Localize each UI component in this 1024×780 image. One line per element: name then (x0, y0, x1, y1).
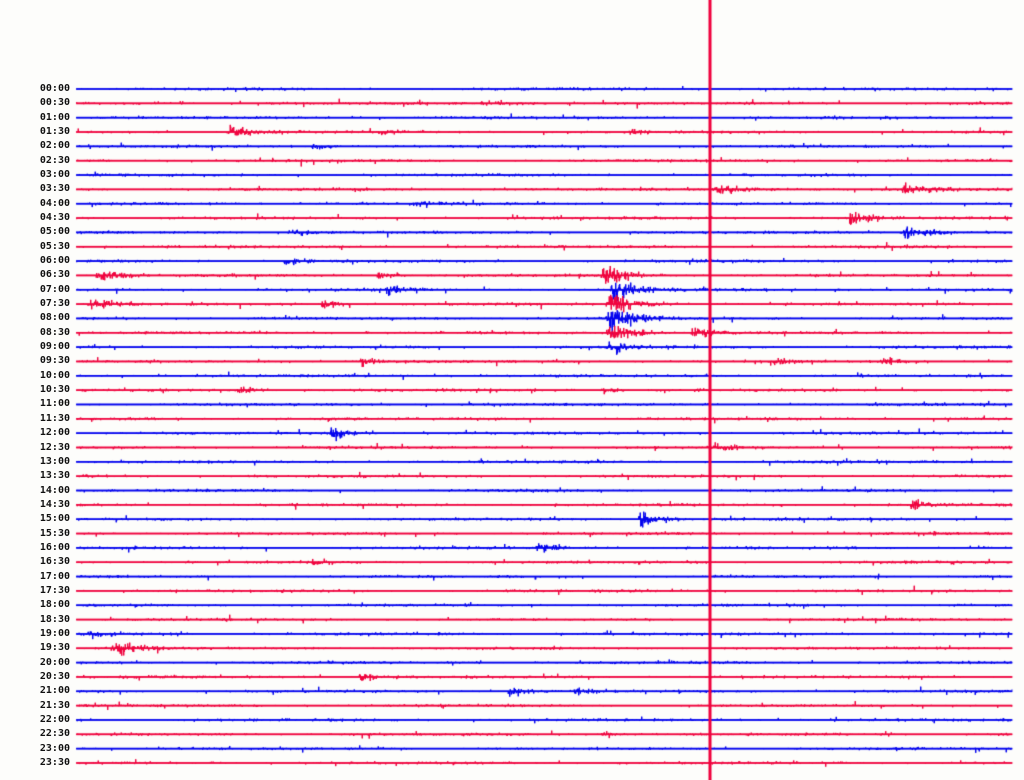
time-label: 22:00 (39, 713, 70, 725)
time-label: 19:00 (39, 627, 70, 639)
time-label: 21:30 (39, 699, 70, 711)
time-label: 11:30 (39, 412, 70, 424)
time-label: 01:30 (39, 126, 70, 138)
time-label: 12:00 (39, 427, 70, 439)
time-label: 07:30 (39, 298, 70, 310)
time-label: 04:00 (39, 197, 70, 209)
time-label: 18:30 (39, 613, 70, 625)
time-label: 06:30 (39, 269, 70, 281)
time-label: 22:30 (39, 728, 70, 740)
time-label: 04:30 (39, 212, 70, 224)
time-label: 18:00 (39, 599, 70, 611)
time-label: 16:30 (39, 556, 70, 568)
time-label: 09:00 (39, 341, 70, 353)
time-label: 17:00 (39, 570, 70, 582)
time-label: 21:00 (39, 685, 70, 697)
time-label: 05:30 (39, 240, 70, 252)
time-label: 03:00 (39, 169, 70, 181)
time-label: 19:30 (39, 642, 70, 654)
time-label: 20:00 (39, 656, 70, 668)
time-label: 17:30 (39, 584, 70, 596)
time-label: 13:30 (39, 470, 70, 482)
time-label: 00:00 (39, 83, 70, 94)
time-label: 23:30 (39, 756, 70, 768)
time-label: 02:00 (39, 140, 70, 152)
time-label: 08:30 (39, 326, 70, 338)
time-label: 00:30 (39, 97, 70, 109)
time-label: 16:00 (39, 541, 70, 553)
time-label: 23:00 (39, 742, 70, 754)
time-label: 01:00 (39, 111, 70, 123)
time-label: 13:00 (39, 455, 70, 467)
time-label: 11:00 (39, 398, 70, 410)
time-label: 02:30 (39, 154, 70, 166)
time-label: 14:00 (39, 484, 70, 496)
time-label: 15:00 (39, 513, 70, 525)
time-label: 12:30 (39, 441, 70, 453)
time-label: 03:30 (39, 183, 70, 195)
time-label: 10:00 (39, 369, 70, 381)
time-label: 15:30 (39, 527, 70, 539)
time-label: 14:30 (39, 498, 70, 510)
time-axis: 00:00 00:30 01:00 01:30 02:00 02:30 03:00 03:30… (0, 0, 74, 780)
time-label: 07:00 (39, 283, 70, 295)
time-label: 20:30 (39, 670, 70, 682)
time-label: 09:30 (39, 355, 70, 367)
time-label: 06:00 (39, 255, 70, 267)
time-label: 10:30 (39, 384, 70, 396)
time-label: 05:00 (39, 226, 70, 238)
time-label: 08:00 (39, 312, 70, 324)
